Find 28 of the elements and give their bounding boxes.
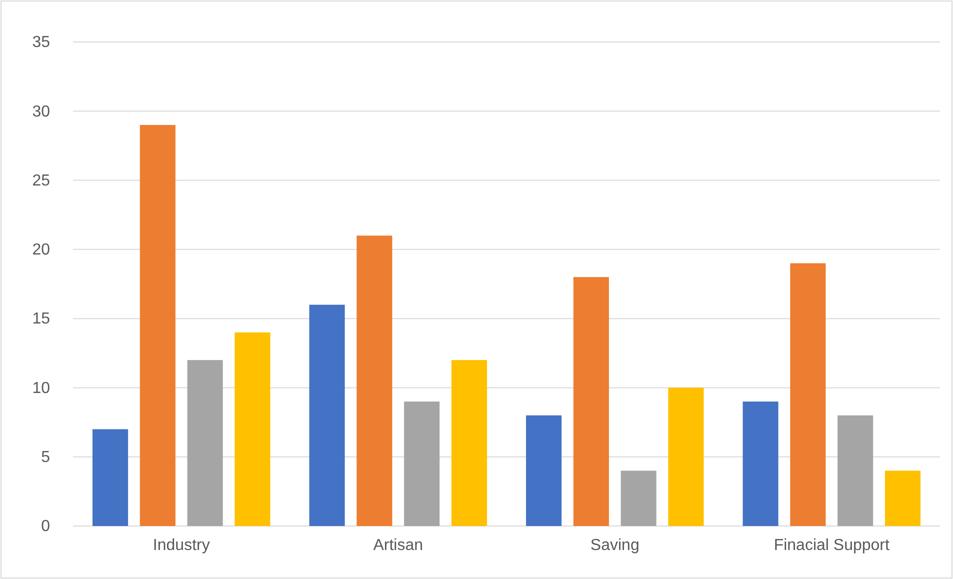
- bar: [742, 402, 778, 526]
- bar: [187, 360, 223, 526]
- y-tick-label: 10: [32, 380, 50, 397]
- bar: [92, 429, 128, 526]
- y-tick-label: 5: [41, 448, 50, 466]
- y-tick-label: 25: [32, 172, 50, 190]
- bar: [451, 360, 487, 526]
- bar: [838, 415, 874, 526]
- bar: [404, 402, 440, 526]
- y-tick-label: 0: [41, 518, 50, 536]
- bar: [140, 124, 176, 526]
- bar: [526, 415, 562, 526]
- x-tick-label: Industry: [152, 536, 210, 554]
- y-tick-label: 20: [32, 242, 50, 259]
- bar: [309, 304, 345, 526]
- y-tick-label: 15: [32, 310, 50, 328]
- y-tick-label: 35: [32, 34, 50, 52]
- bar: [356, 236, 392, 526]
- x-tick-label: Saving: [590, 536, 640, 554]
- bar: [573, 277, 609, 526]
- bar: [790, 263, 826, 526]
- x-tick-label: Finacial Support: [774, 536, 890, 554]
- x-tick-label: Artisan: [373, 536, 424, 554]
- bar: [234, 332, 270, 526]
- bar: [668, 388, 704, 526]
- bar: [884, 470, 920, 526]
- bar: [620, 470, 656, 526]
- y-tick-label: 30: [32, 103, 50, 120]
